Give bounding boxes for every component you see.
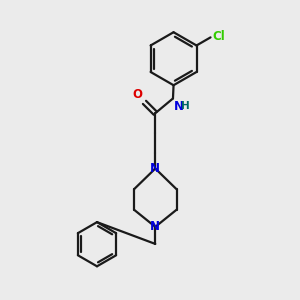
Text: O: O (132, 88, 142, 101)
Text: N: N (174, 100, 184, 112)
Text: Cl: Cl (212, 30, 225, 43)
Text: N: N (150, 162, 160, 175)
Text: N: N (150, 220, 160, 233)
Text: H: H (181, 101, 190, 111)
